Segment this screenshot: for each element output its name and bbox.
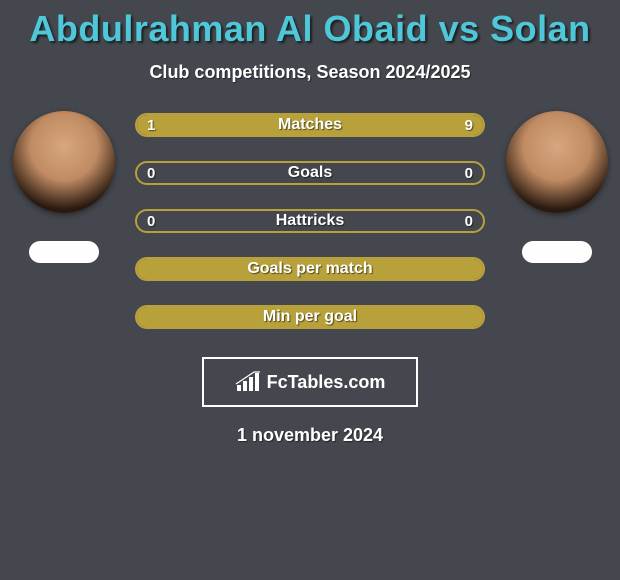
stat-row-matches: 1 Matches 9 <box>135 113 485 137</box>
brand-text: FcTables.com <box>267 372 386 393</box>
stat-row-hattricks: 0 Hattricks 0 <box>135 209 485 233</box>
date-line: 1 november 2024 <box>0 425 620 446</box>
stat-value-right: 0 <box>465 163 473 183</box>
infographic-container: Abdulrahman Al Obaid vs Solan Club compe… <box>0 0 620 446</box>
stat-label: Min per goal <box>137 307 483 327</box>
player-left-column <box>10 111 117 263</box>
brand-box: FcTables.com <box>202 357 418 407</box>
page-title: Abdulrahman Al Obaid vs Solan <box>0 8 620 50</box>
stats-column: 1 Matches 9 0 Goals 0 0 Hattricks 0 <box>135 113 485 329</box>
player-left-badge <box>29 241 99 263</box>
player-right-badge <box>522 241 592 263</box>
player-right-avatar <box>506 111 608 213</box>
comparison-section: 1 Matches 9 0 Goals 0 0 Hattricks 0 <box>0 111 620 329</box>
stat-row-goals-per-match: Goals per match <box>135 257 485 281</box>
stat-label: Goals per match <box>137 259 483 279</box>
player-left-avatar <box>13 111 115 213</box>
bar-chart-icon <box>235 371 261 393</box>
player-right-column <box>503 111 610 263</box>
stat-label: Goals <box>137 163 483 183</box>
stat-row-goals: 0 Goals 0 <box>135 161 485 185</box>
stat-value-right: 0 <box>465 211 473 231</box>
stat-row-min-per-goal: Min per goal <box>135 305 485 329</box>
page-subtitle: Club competitions, Season 2024/2025 <box>0 62 620 83</box>
stat-value-right: 9 <box>465 115 473 135</box>
stat-label: Hattricks <box>137 211 483 231</box>
stat-label: Matches <box>137 115 483 135</box>
